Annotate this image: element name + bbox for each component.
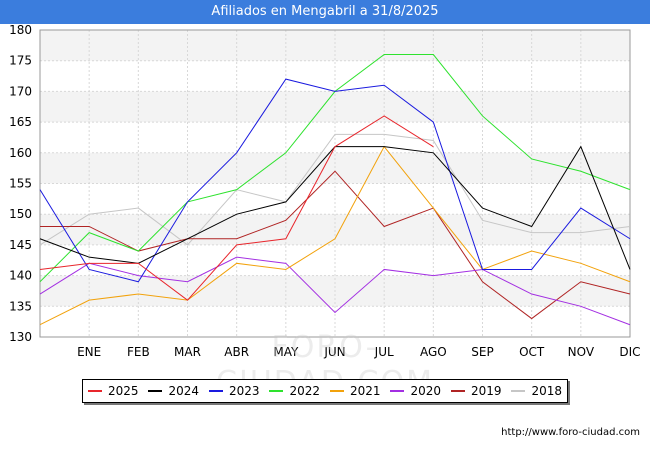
legend-label: 2022 bbox=[289, 384, 321, 398]
y-tick-label: 165 bbox=[9, 115, 32, 129]
legend-swatch bbox=[450, 390, 465, 392]
legend-swatch bbox=[390, 390, 405, 392]
chart-title: Afiliados en Mengabril a 31/8/2025 bbox=[0, 0, 650, 24]
y-tick-label: 135 bbox=[9, 299, 32, 313]
legend-swatch bbox=[87, 390, 102, 392]
y-tick-label: 175 bbox=[9, 54, 32, 68]
x-tick-label: OCT bbox=[519, 345, 545, 359]
y-tick-label: 170 bbox=[9, 84, 32, 98]
series-line-2021 bbox=[39, 145, 631, 326]
y-tick-label: 180 bbox=[9, 24, 32, 37]
line-chart: 130 135 140 145 150 155 160 165 170 175 180 ENE FEB M… bbox=[9, 24, 640, 359]
legend-item-2021: 2021 bbox=[329, 384, 381, 398]
legend-label: 2018 bbox=[531, 384, 563, 398]
y-tick-label: 140 bbox=[9, 269, 32, 283]
x-tick-label: JUN bbox=[323, 345, 345, 359]
legend-swatch bbox=[148, 390, 163, 392]
legend-item-2019: 2019 bbox=[450, 384, 502, 398]
x-tick-label: SEP bbox=[471, 345, 493, 359]
legend-item-2018: 2018 bbox=[511, 384, 562, 398]
series-line-2018 bbox=[39, 133, 631, 246]
plot-border bbox=[39, 29, 631, 338]
legend-swatch bbox=[208, 390, 223, 392]
legend-swatch bbox=[329, 390, 344, 392]
x-tick-label: AGO bbox=[420, 345, 447, 359]
x-tick-label: NOV bbox=[568, 345, 595, 359]
y-tick-label: 130 bbox=[9, 330, 32, 344]
x-tick-label: JUL bbox=[374, 345, 394, 359]
legend-label: 2023 bbox=[228, 384, 260, 398]
y-tick-label: 160 bbox=[9, 146, 32, 160]
x-tick-label: FEB bbox=[127, 345, 150, 359]
legend-label: 2021 bbox=[349, 384, 381, 398]
x-tick-label: ENE bbox=[77, 345, 101, 359]
legend-item-2022: 2022 bbox=[269, 384, 320, 398]
legend-label: 2025 bbox=[107, 384, 139, 398]
legend-item-2020: 2020 bbox=[390, 384, 441, 398]
y-tick-label: 145 bbox=[9, 238, 32, 252]
x-tick-label: ABR bbox=[224, 345, 249, 359]
legend-item-2023: 2023 bbox=[208, 384, 260, 398]
legend-label: 2019 bbox=[470, 384, 502, 398]
x-tick-label: DIC bbox=[619, 345, 640, 359]
series-line-2025 bbox=[39, 115, 434, 301]
series-line-2023 bbox=[39, 78, 631, 283]
legend-swatch bbox=[511, 390, 526, 392]
y-tick-label: 150 bbox=[9, 207, 32, 221]
chart-legend: 2025 2024 2023 2022 2021 2020 2019 2018 bbox=[82, 379, 568, 403]
x-tick-label: MAY bbox=[273, 345, 299, 359]
y-tick-label: 155 bbox=[9, 177, 32, 191]
source-credit: http://www.foro-ciudad.com bbox=[501, 427, 640, 438]
legend-swatch bbox=[269, 390, 284, 392]
legend-label: 2020 bbox=[410, 384, 442, 398]
legend-label: 2024 bbox=[168, 384, 200, 398]
legend-item-2024: 2024 bbox=[148, 384, 199, 398]
legend-item-2025: 2025 bbox=[87, 384, 139, 398]
x-tick-label: MAR bbox=[174, 345, 201, 359]
series-line-2020 bbox=[39, 256, 631, 326]
